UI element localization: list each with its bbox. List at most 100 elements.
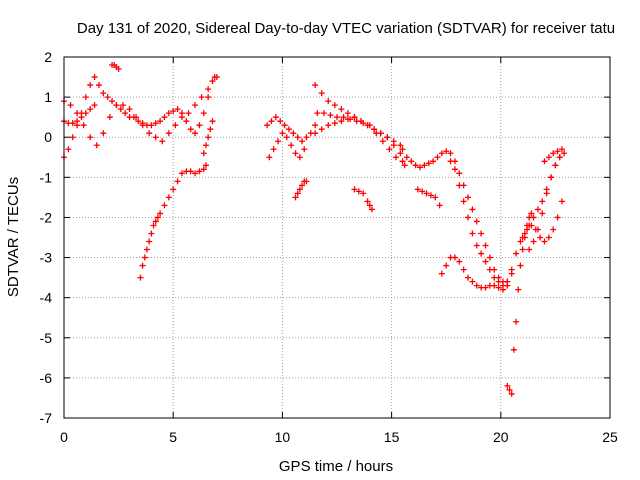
data-point xyxy=(438,270,445,277)
x-tick-label: 10 xyxy=(275,429,291,445)
y-tick-label: -2 xyxy=(40,209,53,225)
data-point xyxy=(495,278,502,285)
data-point xyxy=(473,282,480,289)
data-point xyxy=(82,94,89,101)
data-point xyxy=(277,118,284,125)
data-point xyxy=(87,106,94,113)
data-point xyxy=(154,214,161,221)
data-point xyxy=(403,154,410,161)
data-point xyxy=(122,110,129,117)
data-point xyxy=(550,150,557,157)
y-tick-label: 0 xyxy=(44,129,52,145)
data-point xyxy=(399,146,406,153)
data-point xyxy=(364,198,371,205)
data-point xyxy=(465,274,472,281)
y-tick-label: -3 xyxy=(40,250,53,266)
data-point xyxy=(301,146,308,153)
data-point xyxy=(303,178,310,185)
data-point xyxy=(196,168,203,175)
data-point xyxy=(469,230,476,237)
data-point xyxy=(539,210,546,217)
data-point xyxy=(513,318,520,325)
data-point xyxy=(541,158,548,165)
data-point xyxy=(469,278,476,285)
data-point xyxy=(303,134,310,141)
data-point xyxy=(541,238,548,245)
data-point xyxy=(384,134,391,141)
data-point xyxy=(148,122,155,129)
data-point xyxy=(506,386,513,393)
x-tick-label: 0 xyxy=(60,429,68,445)
data-point xyxy=(192,102,199,109)
data-point xyxy=(397,142,404,149)
data-point xyxy=(353,118,360,125)
series-arc-e xyxy=(137,162,209,281)
data-point xyxy=(351,186,358,193)
data-point xyxy=(292,150,299,157)
data-point xyxy=(397,150,404,157)
data-point xyxy=(371,126,378,133)
data-point xyxy=(178,114,185,121)
data-point xyxy=(318,90,325,97)
data-point xyxy=(379,138,386,145)
data-point xyxy=(318,126,325,133)
data-point xyxy=(165,130,172,137)
data-point xyxy=(115,66,122,73)
data-point xyxy=(554,214,561,221)
series-arc-r xyxy=(504,210,535,397)
data-point xyxy=(113,102,120,109)
data-point xyxy=(69,120,76,127)
data-point xyxy=(486,254,493,261)
data-point xyxy=(165,110,172,117)
data-point xyxy=(338,106,345,113)
data-point xyxy=(137,274,144,281)
data-point xyxy=(368,206,375,213)
data-point xyxy=(100,130,107,137)
data-point xyxy=(432,194,439,201)
data-point xyxy=(312,82,319,89)
data-point xyxy=(165,194,172,201)
series-arc-a xyxy=(61,74,220,161)
data-point xyxy=(451,254,458,261)
x-tick-label: 25 xyxy=(602,429,618,445)
data-point xyxy=(427,192,434,199)
data-point xyxy=(495,284,502,291)
data-point xyxy=(399,158,406,165)
data-point xyxy=(283,134,290,141)
data-point xyxy=(290,130,297,137)
data-point xyxy=(545,234,552,241)
x-axis-label: GPS time / hours xyxy=(279,458,393,475)
data-point xyxy=(325,122,332,129)
data-point xyxy=(209,78,216,85)
data-point xyxy=(161,114,168,121)
data-point xyxy=(550,226,557,233)
data-point xyxy=(192,130,199,137)
data-point xyxy=(524,226,531,233)
data-point xyxy=(482,242,489,249)
data-point xyxy=(344,110,351,117)
y-tick-label: -4 xyxy=(40,290,53,306)
data-point xyxy=(146,130,153,137)
data-point xyxy=(78,114,85,121)
series-arc-c xyxy=(61,102,98,127)
data-point xyxy=(205,86,212,93)
data-point xyxy=(209,118,216,125)
data-point xyxy=(264,122,271,129)
data-point xyxy=(456,170,463,177)
y-tick-label: -6 xyxy=(40,370,53,386)
data-point xyxy=(373,130,380,137)
data-point xyxy=(292,194,299,201)
data-point xyxy=(543,190,550,197)
data-point xyxy=(360,190,367,197)
data-point xyxy=(133,114,140,121)
data-point xyxy=(408,158,415,165)
data-point xyxy=(451,166,458,173)
data-point xyxy=(312,122,319,129)
data-point xyxy=(296,186,303,193)
data-point xyxy=(157,118,164,125)
data-point xyxy=(109,98,116,105)
series-arc-i xyxy=(292,178,310,201)
data-point xyxy=(327,112,334,119)
data-point xyxy=(312,130,319,137)
data-point xyxy=(152,134,159,141)
